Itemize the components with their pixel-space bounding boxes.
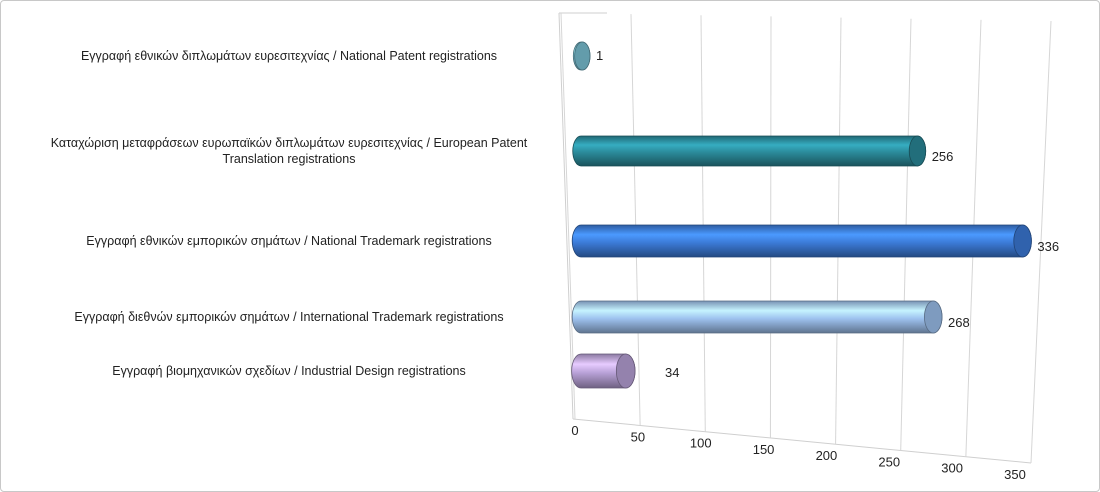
category-label: Καταχώριση μεταφράσεων ευρωπαϊκών διπλωμ… xyxy=(50,136,528,166)
x-tick-label: 250 xyxy=(878,454,900,469)
x-tick-label: 200 xyxy=(816,448,838,463)
x-tick-label: 300 xyxy=(941,461,963,476)
category-label: Εγγραφή εθνικών εμπορικών σημάτων / Nati… xyxy=(86,234,492,248)
data-label: 336 xyxy=(1037,239,1059,254)
back-wall-edge xyxy=(558,12,574,420)
category-label: Εγγραφή βιομηχανικών σχεδίων / Industria… xyxy=(112,364,466,378)
floor-edge xyxy=(572,418,1032,464)
x-tick-label: 350 xyxy=(1004,467,1026,482)
bar xyxy=(571,224,1032,258)
grid-line xyxy=(1030,20,1052,464)
grid-line xyxy=(560,12,576,420)
grid-line xyxy=(700,15,706,432)
x-tick-label: 50 xyxy=(631,429,645,444)
data-label: 268 xyxy=(948,315,970,330)
grid-line xyxy=(630,14,641,426)
x-tick-label: 0 xyxy=(571,423,578,438)
x-tick-label: 150 xyxy=(753,442,775,457)
bar xyxy=(571,300,943,334)
bar-cap xyxy=(1013,224,1032,258)
bar xyxy=(572,135,927,167)
data-label: 1 xyxy=(596,48,603,63)
bar-cap xyxy=(908,135,927,167)
category-label: Εγγραφή διεθνών εμπορικών σημάτων / Inte… xyxy=(74,310,504,324)
bar-cap xyxy=(615,353,636,389)
data-label: 34 xyxy=(665,365,679,380)
x-tick-label: 100 xyxy=(690,436,712,451)
bar-cap xyxy=(574,41,591,71)
bar-cap xyxy=(924,300,943,334)
category-label: Εγγραφή εθνικών διπλωμάτων ευρεσιτεχνίας… xyxy=(80,49,498,63)
data-label: 256 xyxy=(932,149,954,164)
